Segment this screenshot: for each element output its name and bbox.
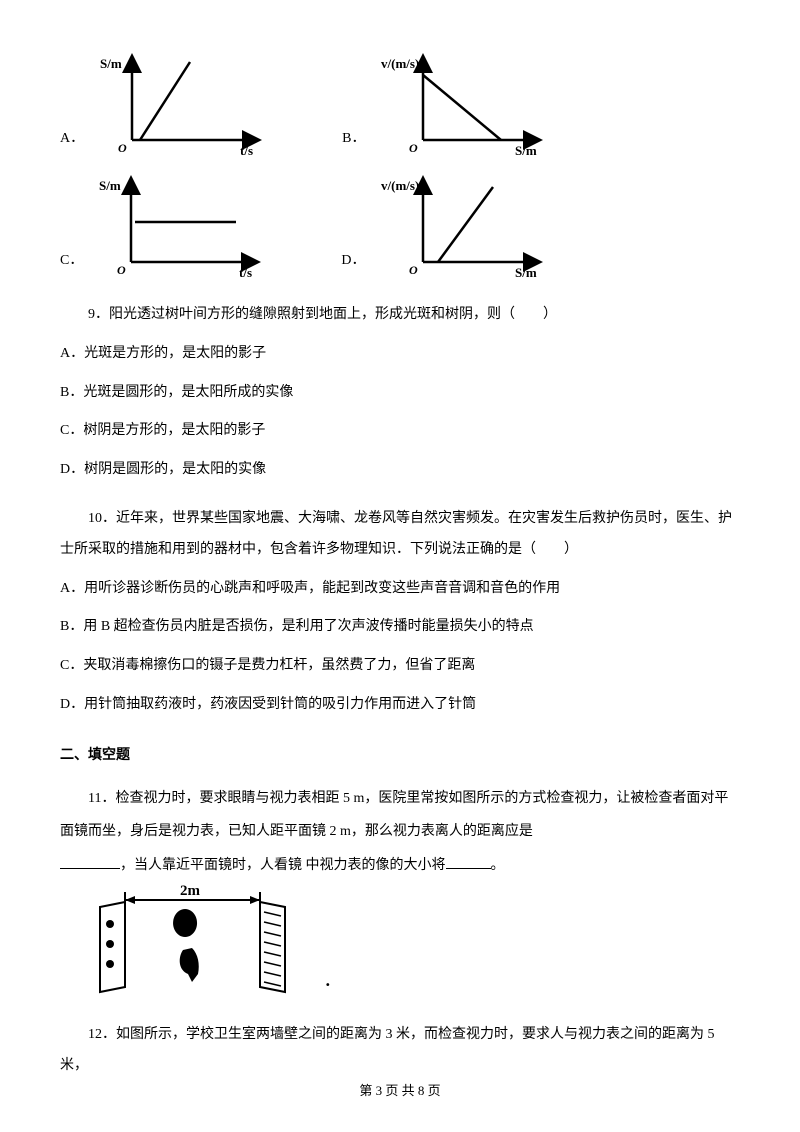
graph-a-box: S/m t/s O <box>92 50 272 160</box>
q11-part1: 11．检查视力时，要求眼睛与视力表相距 5 m，医院里常按如图所示的方式检查视力… <box>60 782 740 849</box>
graph-b-ylabel: v/(m/s) <box>381 56 419 71</box>
q11-trailing-period: ． <box>324 970 342 990</box>
q11-blank-2 <box>446 855 491 869</box>
page-footer: 第 3 页 共 8 页 <box>0 1077 800 1106</box>
graph-d-letter: D． <box>341 246 365 277</box>
graph-d-origin: O <box>409 263 418 277</box>
q11-part3: 中视力表的像的大小将 <box>306 858 446 873</box>
q9-opt-a: A．光斑是方形的，是太阳的影子 <box>60 339 740 370</box>
graph-b-origin: O <box>409 141 418 155</box>
graph-a-letter: A． <box>60 124 84 155</box>
graph-row-2: C． S/m t/s O D． <box>60 172 740 282</box>
graph-b-letter: B． <box>342 124 365 155</box>
graph-b-box: v/(m/s) S/m O <box>373 50 553 160</box>
graph-c-box: S/m t/s O <box>91 172 271 282</box>
section-2-title: 二、填空题 <box>60 741 740 772</box>
q10-opt-b: B．用 B 超检查伤员内脏是否损伤，是利用了次声波传播时能量损失小的特点 <box>60 612 740 643</box>
graph-cell-c: C． S/m t/s O <box>60 172 271 282</box>
q11-part4: 。 <box>491 858 505 873</box>
graph-b-xlabel: S/m <box>515 143 537 158</box>
q11-block: 11．检查视力时，要求眼睛与视力表相距 5 m，医院里常按如图所示的方式检查视力… <box>60 782 740 1003</box>
q11-figure: 2m <box>70 882 310 1002</box>
graph-d-box: v/(m/s) S/m O <box>373 172 553 282</box>
graph-c-origin: O <box>117 263 126 277</box>
graph-a-origin: O <box>118 141 127 155</box>
q9-opt-b: B．光斑是圆形的，是太阳所成的实像 <box>60 378 740 409</box>
graph-c-letter: C． <box>60 246 83 277</box>
q10-opt-d: D．用针筒抽取药液时，药液因受到针筒的吸引力作用而进入了针筒 <box>60 690 740 721</box>
q10-opt-c: C．夹取消毒棉擦伤口的镊子是费力杠杆，虽然费了力，但省了距离 <box>60 651 740 682</box>
q9-stem: 9．阳光透过树叶间方形的缝隙照射到地面上，形成光斑和树阴，则（ ） <box>60 300 740 331</box>
q10-opt-a: A．用听诊器诊断伤员的心跳声和呼吸声，能起到改变这些声音音调和音色的作用 <box>60 574 740 605</box>
q10-stem: 10．近年来，世界某些国家地震、大海啸、龙卷风等自然灾害频发。在灾害发生后救护伤… <box>60 504 740 566</box>
graph-row-1: A． S/m t/s O B． <box>60 50 740 160</box>
q11-distance-label: 2m <box>180 883 201 899</box>
graph-a-xlabel: t/s <box>240 143 253 158</box>
q12-stem: 12．如图所示，学校卫生室两墙壁之间的距离为 3 米，而检查视力时，要求人与视力… <box>60 1020 740 1082</box>
graph-cell-b: B． v/(m/s) S/m O <box>342 50 553 160</box>
graph-d-xlabel: S/m <box>515 265 537 280</box>
graph-c-ylabel: S/m <box>99 178 121 193</box>
graph-a-ylabel: S/m <box>100 56 122 71</box>
graph-cell-a: A． S/m t/s O <box>60 50 272 160</box>
q9-opt-c: C．树阴是方形的，是太阳的影子 <box>60 416 740 447</box>
q9-opt-d: D．树阴是圆形的，是太阳的实像 <box>60 455 740 486</box>
graph-d-ylabel: v/(m/s) <box>381 178 419 193</box>
q11-part2: ，当人靠近平面镜时，人看镜 <box>120 858 302 873</box>
graph-cell-d: D． v/(m/s) S/m O <box>341 172 553 282</box>
q11-blank-1 <box>60 855 120 869</box>
graph-c-xlabel: t/s <box>239 265 252 280</box>
